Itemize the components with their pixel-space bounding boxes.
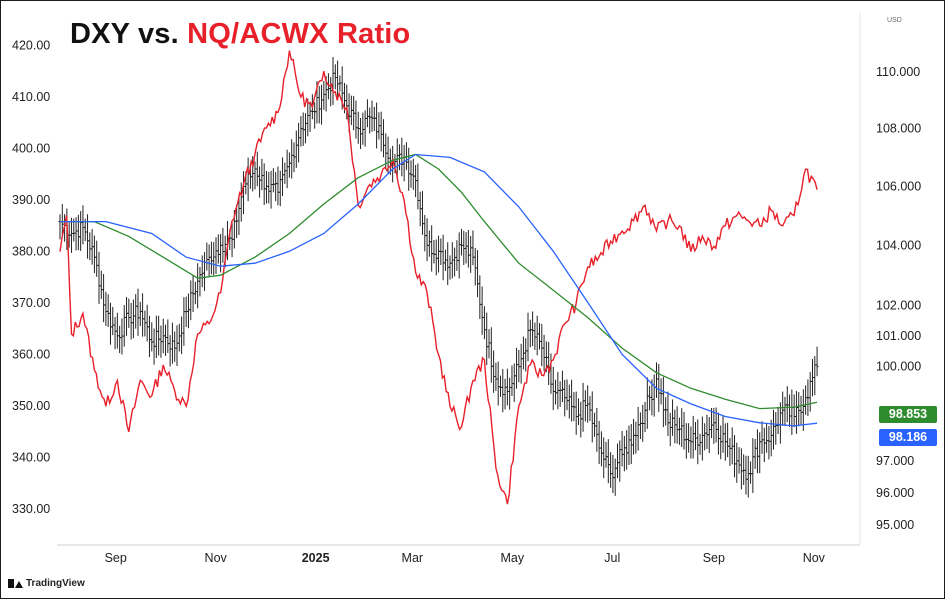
x-tick-label: Mar [402,551,424,565]
right-tick-label: 100.000 [876,360,921,374]
dxy-ohlc-bars [58,57,819,498]
right-tick-label: 108.000 [876,122,921,136]
tradingview-brand: TradingView [8,578,85,589]
left-tick-label: 400.00 [12,142,50,156]
right-tick-label: 102.000 [876,298,921,312]
ma-green-line [60,153,818,410]
x-tick-label: Nov [803,551,826,565]
x-axis-ticks: Sep Nov 2025 Mar May Jul Sep Nov [105,551,826,565]
left-tick-label: 360.00 [12,348,50,362]
right-axis-ticks: 110.000 108.000 106.000 104.000 102.000 101.0… [876,65,921,532]
x-tick-label: Nov [205,551,228,565]
ma-green-last-value-badge: 98.853 [879,406,937,423]
series-lines [59,50,818,505]
ma-blue-line [60,153,818,427]
x-tick-label: 2025 [302,551,330,565]
left-tick-label: 330.00 [12,502,50,516]
left-axis-ticks: 420.00 410.00 400.00 390.00 380.00 370.00 360.… [12,38,50,516]
tradingview-brand-text: TradingView [26,578,85,589]
right-tick-label: 97.000 [876,454,914,468]
right-axis-unit: USD [887,17,902,24]
right-tick-label: 106.000 [876,179,921,193]
left-tick-label: 340.00 [12,451,50,465]
x-tick-label: May [500,551,524,565]
left-tick-label: 380.00 [12,245,50,259]
right-tick-label: 95.000 [876,518,914,532]
left-tick-label: 420.00 [12,38,50,52]
right-tick-label: 104.000 [876,238,921,252]
left-tick-label: 370.00 [12,296,50,310]
title-part-ratio: NQ/ACWX Ratio [187,18,411,50]
tradingview-logo-icon [8,579,23,588]
x-tick-label: Sep [105,551,127,565]
right-tick-label: 96.000 [876,486,914,500]
ma-blue-last-value-badge: 98.186 [879,429,937,446]
ratio-line [59,50,818,505]
chart-title: DXY vs. NQ/ACWX Ratio [70,18,410,51]
left-tick-label: 350.00 [12,399,50,413]
left-tick-label: 390.00 [12,193,50,207]
right-tick-label: 101.000 [876,329,921,343]
x-tick-label: Sep [703,551,725,565]
x-tick-label: Jul [604,551,620,565]
left-tick-label: 410.00 [12,90,50,104]
title-part-dxy: DXY vs. [70,18,179,50]
right-tick-label: 110.000 [876,65,920,79]
